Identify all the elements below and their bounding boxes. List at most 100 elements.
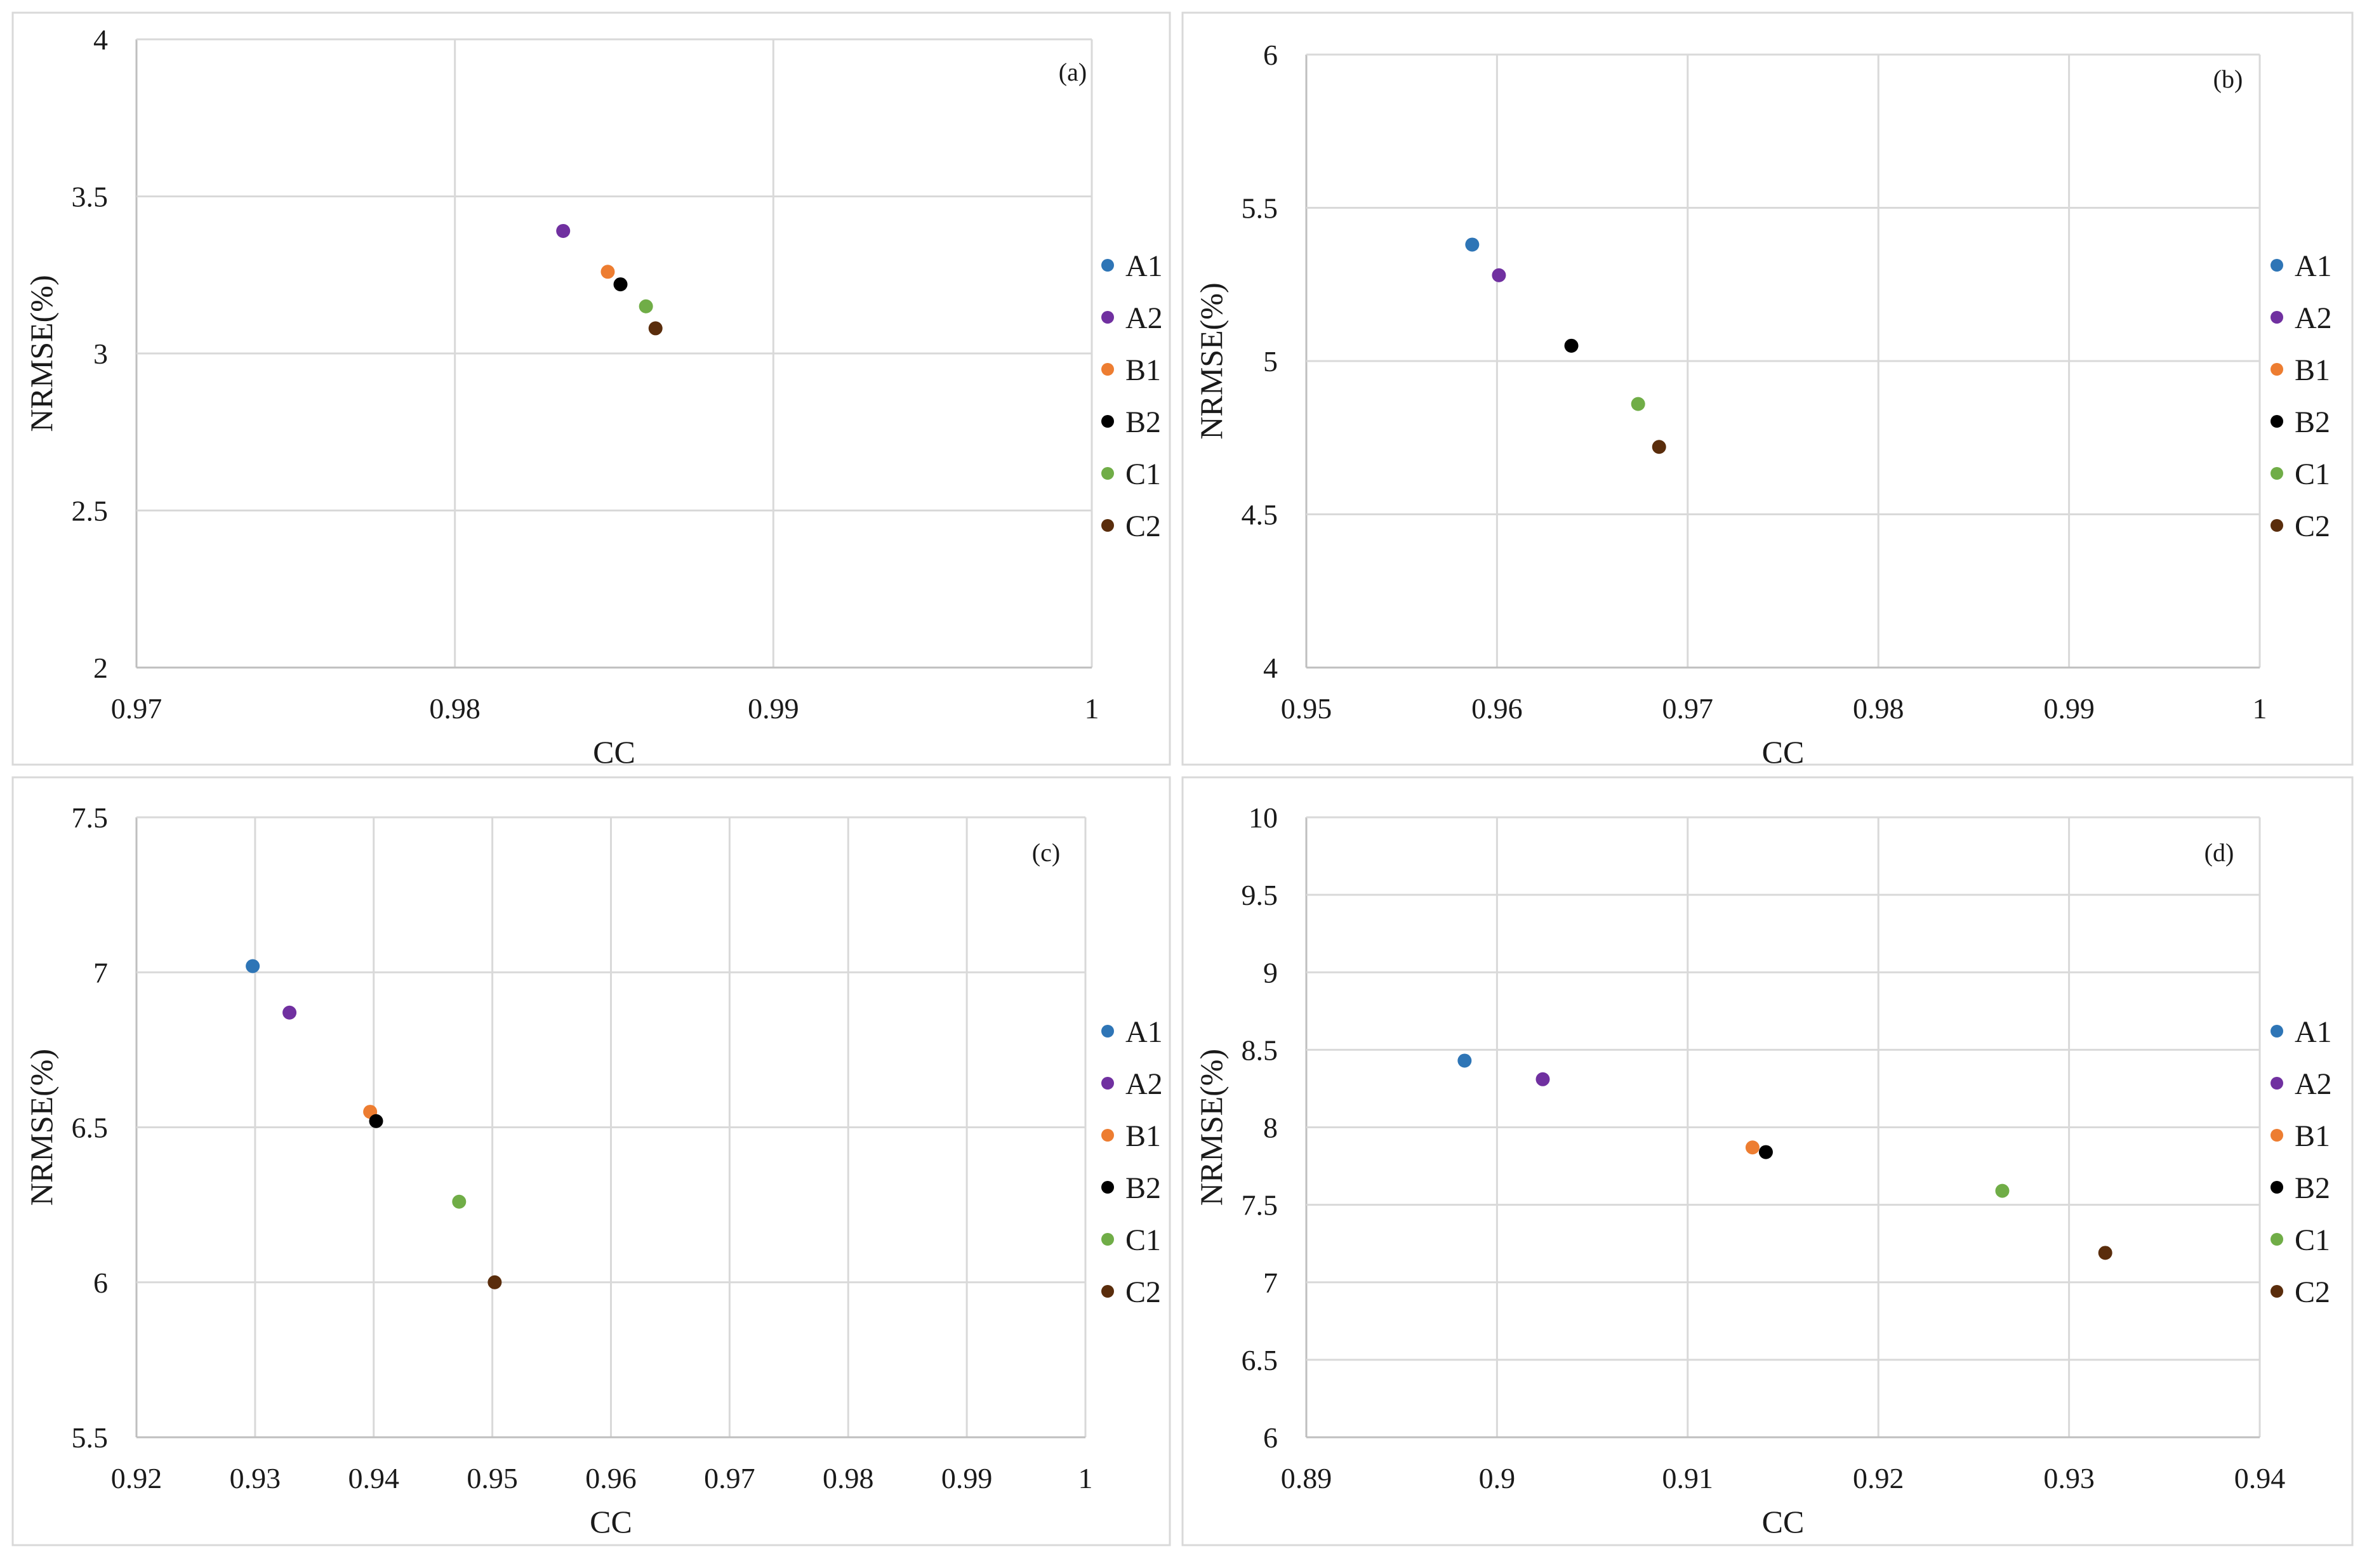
legend-label-b2: B2 <box>2295 405 2330 439</box>
x-tick-label: 0.97 <box>111 692 162 725</box>
data-point-c1 <box>639 299 653 313</box>
x-tick-label: 0.98 <box>1853 692 1904 725</box>
legend-marker-a2 <box>2271 1077 2283 1090</box>
y-tick-label: 6.5 <box>72 1112 109 1144</box>
y-tick-label: 3 <box>93 338 108 370</box>
y-tick-label: 2.5 <box>72 495 109 527</box>
legend-marker-b1 <box>1101 1129 1114 1142</box>
y-tick-label: 6 <box>1263 1421 1278 1454</box>
legend-label-c1: C1 <box>2295 458 2330 491</box>
y-tick-label: 2 <box>93 652 108 684</box>
legend-label-b2: B2 <box>2295 1171 2330 1205</box>
legend-label-a1: A1 <box>1125 1015 1163 1049</box>
x-tick-label: 1 <box>1078 1462 1093 1494</box>
y-tick-label: 7 <box>93 956 108 989</box>
legend-marker-c1 <box>1101 467 1114 480</box>
y-tick-label: 9 <box>1263 956 1278 989</box>
legend-marker-b1 <box>2271 363 2283 376</box>
x-tick-label: 0.99 <box>941 1462 993 1494</box>
legend-label-b2: B2 <box>1125 405 1161 439</box>
y-axis-title: NRMSE(%) <box>23 275 59 432</box>
legend-marker-b2 <box>2271 1181 2283 1194</box>
y-tick-label: 6 <box>1263 39 1278 71</box>
data-point-a2 <box>556 223 571 238</box>
data-point-b2 <box>1564 338 1579 353</box>
legend-label-a1: A1 <box>1125 249 1163 283</box>
data-point-a1 <box>1465 237 1480 252</box>
panel-border <box>1181 776 2354 1546</box>
x-tick-label: 0.95 <box>1281 692 1332 725</box>
data-point-a1 <box>1457 1053 1472 1068</box>
legend-label-b1: B1 <box>2295 353 2330 387</box>
y-tick-label: 4 <box>93 23 108 56</box>
x-tick-label: 0.9 <box>1479 1462 1516 1494</box>
y-tick-label: 5.5 <box>72 1421 109 1454</box>
y-tick-label: 3.5 <box>72 181 109 213</box>
data-point-a1 <box>246 959 260 973</box>
chart-panel-b: 0.95 0.96 0.97 0.98 0.99 1 4 4.5 5 5.5 6 CC NRMSE(%)… <box>1181 11 2354 770</box>
y-tick-label: 5 <box>1263 345 1278 378</box>
legend-label-a2: A2 <box>1125 1067 1163 1101</box>
x-tick-label: 1 <box>2253 692 2267 725</box>
panel-label: (c) <box>1032 838 1060 867</box>
legend-marker-b2 <box>1101 415 1114 428</box>
legend-marker-c1 <box>2271 1233 2283 1246</box>
legend-label-c1: C1 <box>2295 1223 2330 1257</box>
panel-border <box>11 776 1171 1546</box>
data-point-c2 <box>2098 1246 2112 1260</box>
legend-marker-c1 <box>2271 467 2283 480</box>
x-tick-label: 0.99 <box>748 692 799 725</box>
legend-marker-a1 <box>1101 259 1114 272</box>
data-point-a2 <box>282 1005 297 1020</box>
data-point-c2 <box>487 1275 502 1289</box>
data-point-b2 <box>613 277 628 292</box>
data-point-b2 <box>1758 1145 1773 1159</box>
legend-label-c1: C1 <box>1125 458 1161 491</box>
legend-marker-b2 <box>1101 1181 1114 1194</box>
data-point-c1 <box>452 1194 467 1209</box>
data-point-c1 <box>1995 1183 2010 1198</box>
y-tick-label: 6.5 <box>1242 1344 1278 1376</box>
x-tick-label: 0.97 <box>704 1462 755 1494</box>
x-tick-label: 0.91 <box>1662 1462 1714 1494</box>
legend-label-b1: B1 <box>2295 1119 2330 1153</box>
x-axis-title: CC <box>593 734 635 770</box>
y-tick-label: 6 <box>93 1267 108 1299</box>
legend-label-c2: C2 <box>1125 1275 1161 1309</box>
data-point-b2 <box>369 1114 383 1128</box>
y-axis-title: NRMSE(%) <box>23 1049 59 1206</box>
data-point-b1 <box>1745 1140 1760 1155</box>
y-tick-label: 9.5 <box>1242 879 1278 911</box>
legend-label-a1: A1 <box>2295 249 2332 283</box>
x-axis-title: CC <box>1762 1504 1805 1539</box>
x-tick-label: 0.98 <box>823 1462 874 1494</box>
legend-marker-b1 <box>1101 363 1114 376</box>
x-tick-label: 0.94 <box>2234 1462 2286 1494</box>
x-tick-label: 1 <box>1085 692 1099 725</box>
x-tick-label: 0.94 <box>348 1462 400 1494</box>
y-tick-label: 5.5 <box>1242 192 1278 225</box>
chart-panel-c: 0.92 0.93 0.94 0.95 0.96 0.97 0.98 0.99 1 5.5 6 6.5… <box>11 776 1171 1546</box>
x-tick-label: 0.92 <box>1853 1462 1904 1494</box>
legend-marker-a2 <box>1101 1077 1114 1090</box>
legend-marker-c2 <box>1101 1285 1114 1298</box>
panel-label: (a) <box>1059 58 1087 86</box>
chart-panel-d: 0.89 0.9 0.91 0.92 0.93 0.94 6 6.5 7 7.5 8 8.5 9 9.5 1… <box>1181 776 2354 1546</box>
legend-label-a2: A2 <box>2295 1067 2332 1101</box>
x-axis-title: CC <box>590 1504 632 1539</box>
legend-marker-c2 <box>2271 519 2283 532</box>
y-tick-label: 7.5 <box>1242 1189 1278 1222</box>
panel-border <box>1181 11 2354 766</box>
x-tick-label: 0.93 <box>2043 1462 2095 1494</box>
legend-label-a2: A2 <box>1125 301 1163 335</box>
y-tick-label: 8.5 <box>1242 1034 1278 1066</box>
x-axis-title: CC <box>1762 734 1805 770</box>
legend-label-b1: B1 <box>1125 353 1161 387</box>
data-point-c1 <box>1631 397 1645 411</box>
legend-label-b2: B2 <box>1125 1171 1161 1205</box>
x-tick-label: 0.92 <box>111 1462 162 1494</box>
y-tick-label: 8 <box>1263 1112 1278 1144</box>
y-axis-title: NRMSE(%) <box>1193 282 1229 439</box>
x-tick-label: 0.97 <box>1662 692 1714 725</box>
data-point-a2 <box>1535 1072 1550 1086</box>
